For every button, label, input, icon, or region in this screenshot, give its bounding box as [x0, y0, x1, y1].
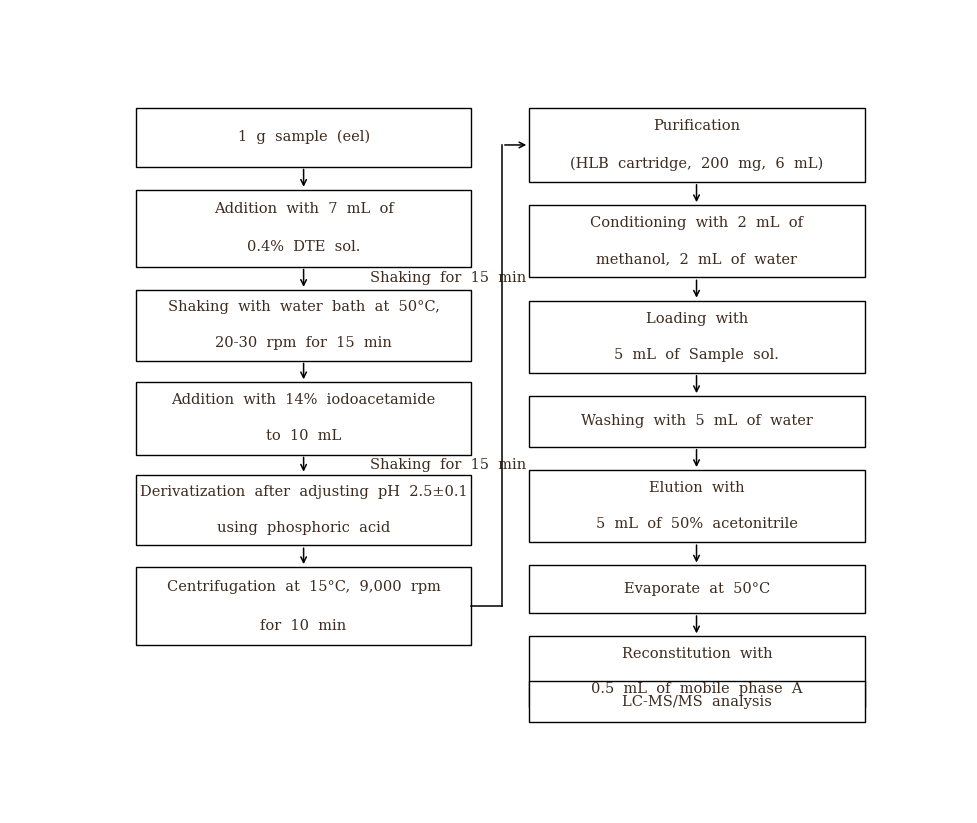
Text: 5  mL  of  Sample  sol.: 5 mL of Sample sol. — [614, 348, 779, 362]
Bar — [529, 681, 864, 723]
Text: Washing  with  5  mL  of  water: Washing with 5 mL of water — [580, 415, 812, 429]
Text: Addition  with  14%  iodoacetamide: Addition with 14% iodoacetamide — [171, 393, 436, 407]
Text: Evaporate  at  50°C: Evaporate at 50°C — [623, 582, 769, 596]
Bar — [529, 108, 864, 182]
Text: Purification: Purification — [653, 119, 740, 133]
Bar — [529, 565, 864, 613]
Text: Conditioning  with  2  mL  of: Conditioning with 2 mL of — [590, 216, 802, 230]
Bar — [529, 396, 864, 447]
Bar — [136, 189, 471, 267]
Text: (HLB  cartridge,  200  mg,  6  mL): (HLB cartridge, 200 mg, 6 mL) — [570, 156, 823, 170]
Bar — [136, 475, 471, 546]
Text: to  10  mL: to 10 mL — [266, 430, 341, 444]
Text: Derivatization  after  adjusting  pH  2.5±0.1: Derivatization after adjusting pH 2.5±0.… — [140, 486, 467, 500]
Bar — [529, 470, 864, 542]
Text: Shaking  with  water  bath  at  50°C,: Shaking with water bath at 50°C, — [167, 300, 439, 314]
Text: Addition  with  7  mL  of: Addition with 7 mL of — [214, 202, 393, 216]
Text: for  10  min: for 10 min — [260, 619, 347, 633]
Text: 20-30  rpm  for  15  min: 20-30 rpm for 15 min — [215, 336, 392, 350]
Text: using  phosphoric  acid: using phosphoric acid — [217, 521, 390, 535]
Bar — [136, 108, 471, 166]
Text: Centrifugation  at  15°C,  9,000  rpm: Centrifugation at 15°C, 9,000 rpm — [166, 579, 440, 593]
Bar — [136, 290, 471, 360]
Text: 0.5  mL  of  mobile  phase  A: 0.5 mL of mobile phase A — [590, 682, 802, 696]
Text: 5  mL  of  50%  acetonitrile: 5 mL of 50% acetonitrile — [595, 517, 797, 531]
Text: LC-MS/MS  analysis: LC-MS/MS analysis — [621, 695, 771, 709]
Bar — [529, 300, 864, 373]
Text: Shaking  for  15  min: Shaking for 15 min — [370, 458, 526, 472]
Bar — [529, 636, 864, 707]
Text: Loading  with: Loading with — [645, 312, 747, 326]
Text: 0.4%  DTE  sol.: 0.4% DTE sol. — [246, 240, 360, 254]
Bar — [529, 205, 864, 277]
Text: methanol,  2  mL  of  water: methanol, 2 mL of water — [596, 253, 796, 267]
Text: Elution  with: Elution with — [649, 481, 743, 495]
Bar — [136, 382, 471, 454]
Bar — [136, 567, 471, 645]
Text: 1  g  sample  (eel): 1 g sample (eel) — [237, 130, 369, 145]
Text: Shaking  for  15  min: Shaking for 15 min — [370, 271, 526, 286]
Text: Reconstitution  with: Reconstitution with — [621, 647, 772, 661]
